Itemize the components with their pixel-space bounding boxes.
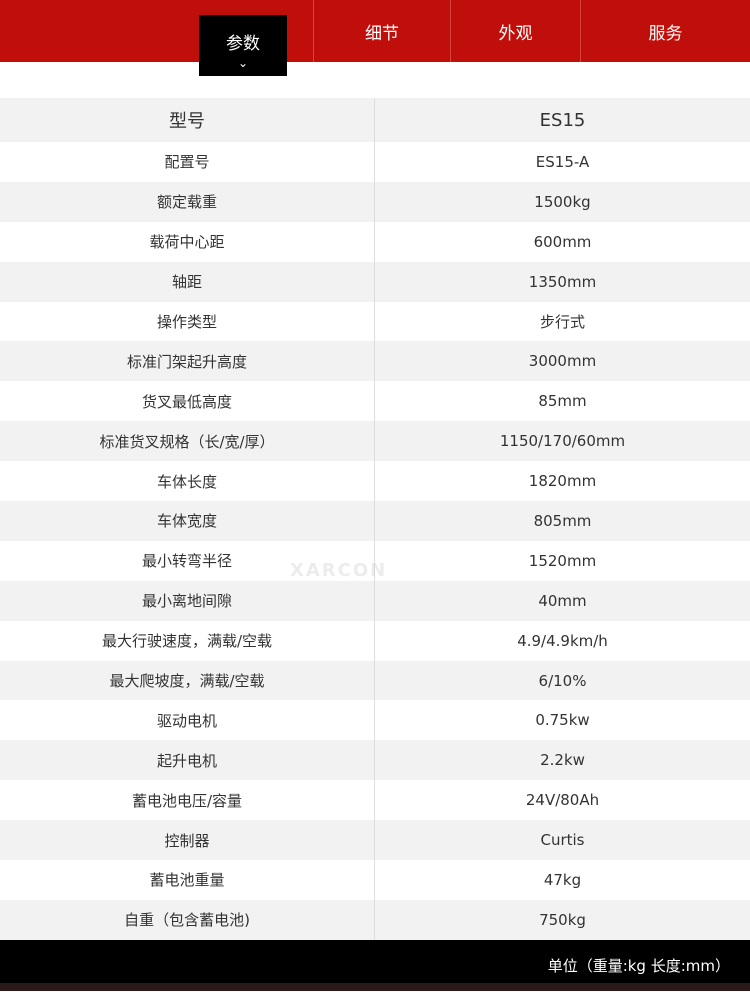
tab-appearance[interactable]: 外观: [450, 0, 580, 62]
spec-label: 驱动电机: [0, 700, 375, 741]
spec-value: 1500kg: [534, 192, 591, 211]
spec-label: 车体长度: [0, 461, 375, 502]
watermark-logo: XARCON: [290, 560, 388, 581]
spec-value: 24V/80Ah: [525, 791, 600, 810]
table-row: 操作类型 步行式: [0, 301, 750, 342]
tab-params-label: 参数: [226, 34, 260, 54]
table-row: 车体长度 1820mm: [0, 461, 750, 502]
spec-label: 最小转弯半径: [0, 540, 375, 581]
spec-label: 型号: [0, 98, 375, 142]
spec-value: Curtis: [540, 831, 585, 850]
table-row: 控制器 Curtis: [0, 820, 750, 861]
table-row: 驱动电机 0.75kw: [0, 700, 750, 741]
spec-value: ES15-A: [535, 152, 590, 171]
tab-details[interactable]: 细节: [313, 0, 450, 62]
spec-value: 1820mm: [528, 472, 597, 491]
spec-label: 额定载重: [0, 181, 375, 222]
table-row: 最小离地间隙 40mm: [0, 580, 750, 621]
table-row: 起升电机 2.2kw: [0, 740, 750, 781]
spec-value: 805mm: [533, 511, 592, 530]
spec-value: 47kg: [543, 870, 582, 889]
spec-label: 货叉最低高度: [0, 381, 375, 422]
spec-label: 轴距: [0, 261, 375, 302]
spec-label: 自重（包含蓄电池): [0, 899, 375, 940]
top-nav: 细节 外观 服务: [0, 0, 750, 62]
spec-label: 载荷中心距: [0, 221, 375, 262]
table-row: 型号 ES15: [0, 98, 750, 142]
spec-value: 4.9/4.9km/h: [517, 631, 608, 650]
spec-label: 标准门架起升高度: [0, 341, 375, 382]
spec-value: 6/10%: [538, 671, 587, 690]
spec-value: ES15: [539, 109, 586, 131]
table-row: 蓄电池电压/容量 24V/80Ah: [0, 780, 750, 821]
table-row: 额定载重 1500kg: [0, 181, 750, 222]
spec-value: 600mm: [533, 232, 592, 251]
spec-value: 0.75kw: [535, 711, 590, 730]
spec-label: 蓄电池重量: [0, 860, 375, 900]
unit-footer: 单位（重量:kg 长度:mm）: [0, 940, 750, 983]
table-row: 最大行驶速度，满载/空载 4.9/4.9km/h: [0, 620, 750, 661]
spec-label: 车体宽度: [0, 501, 375, 541]
spec-value: 40mm: [538, 591, 587, 610]
spec-label: 最小离地间隙: [0, 580, 375, 621]
table-row: 最大爬坡度，满载/空载 6/10%: [0, 660, 750, 701]
spec-label: 配置号: [0, 142, 375, 182]
tab-service[interactable]: 服务: [580, 0, 750, 62]
table-row: 货叉最低高度 85mm: [0, 381, 750, 422]
spec-label: 操作类型: [0, 301, 375, 342]
table-row: 配置号 ES15-A: [0, 142, 750, 182]
chevron-down-icon: ⌄: [237, 56, 249, 70]
spec-value: 3000mm: [528, 352, 597, 371]
table-row: 自重（包含蓄电池) 750kg: [0, 899, 750, 940]
spec-label: 标准货叉规格（长/宽/厚）: [0, 421, 375, 462]
table-row: 轴距 1350mm: [0, 261, 750, 302]
spec-label: 控制器: [0, 820, 375, 861]
table-row: 标准门架起升高度 3000mm: [0, 341, 750, 382]
spec-value: 1150/170/60mm: [499, 432, 626, 451]
spec-label: 起升电机: [0, 740, 375, 781]
table-row: 载荷中心距 600mm: [0, 221, 750, 262]
tab-params[interactable]: 参数 ⌄: [199, 15, 287, 76]
table-row: 标准货叉规格（长/宽/厚） 1150/170/60mm: [0, 421, 750, 462]
spec-value: 750kg: [539, 910, 586, 929]
spec-label: 蓄电池电压/容量: [0, 780, 375, 821]
table-row: 最小转弯半径 1520mm: [0, 540, 750, 581]
spec-label: 最大行驶速度，满载/空载: [0, 620, 375, 661]
table-row: 蓄电池重量 47kg: [0, 860, 750, 900]
spec-value: 1350mm: [528, 272, 597, 291]
spec-value: 2.2kw: [540, 751, 585, 770]
spec-value: 步行式: [539, 313, 585, 331]
spec-value: 85mm: [538, 392, 587, 411]
table-row: 车体宽度 805mm: [0, 501, 750, 541]
spec-label: 最大爬坡度，满载/空载: [0, 660, 375, 701]
bottom-strip: [0, 983, 750, 991]
spec-value: 1520mm: [528, 551, 597, 570]
spec-table: 型号 ES15 配置号 ES15-A 额定载重 1500kg 载荷中心距 600mm 轴距 135…: [0, 98, 750, 940]
